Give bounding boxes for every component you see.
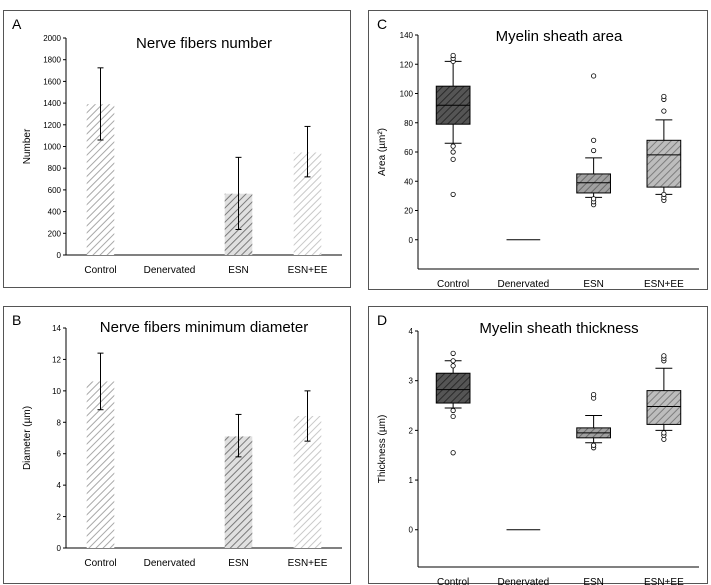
panel-d: D Myelin sheath thickness 0 1 2 3 4 Thickness (… [368, 306, 708, 585]
outlier-point [450, 191, 456, 198]
y-tick-label: 1 [409, 476, 414, 485]
box [435, 372, 471, 404]
y-axis-label: Area (µm²) [377, 128, 388, 176]
y-tick-label: 1400 [43, 99, 61, 108]
x-category-label: Denervated [144, 265, 196, 276]
y-tick-label: 2 [409, 426, 414, 435]
outlier-point [661, 353, 667, 359]
outlier-point [591, 196, 597, 202]
x-category-label: Control [437, 279, 469, 290]
x-category-label: Denervated [144, 558, 196, 569]
y-tick-label: 2000 [43, 34, 61, 43]
outlier-point [450, 450, 456, 456]
outlier-point [450, 363, 456, 369]
chart-title: Nerve fibers number [136, 35, 272, 52]
outlier-point [450, 350, 456, 356]
outlier-point [661, 108, 667, 114]
box [576, 173, 611, 194]
chart-title: Myelin sheath area [496, 28, 623, 45]
x-category-label: ESN+EE [288, 558, 328, 569]
y-tick-label: 120 [400, 60, 414, 69]
outlier-point [591, 137, 597, 143]
x-category-label: ESN [583, 279, 604, 290]
x-category-label: Denervated [498, 279, 550, 290]
y-tick-label: 60 [404, 148, 413, 157]
y-tick-label: 6 [57, 450, 62, 459]
y-tick-label: 0 [409, 236, 414, 245]
panel-c: C Myelin sheath area 0 20 40 60 80 100 120 140 Are… [368, 10, 708, 290]
y-tick-label: 20 [404, 207, 413, 216]
y-tick-label: 140 [400, 31, 414, 40]
y-tick-label: 3 [409, 377, 414, 386]
outlier-point [450, 52, 456, 59]
y-tick-label: 4 [409, 327, 414, 336]
y-tick-label: 12 [52, 355, 61, 364]
panel-label: A [12, 16, 22, 32]
outlier-point [450, 149, 456, 155]
y-tick-label: 2 [57, 513, 62, 522]
y-tick-label: 1000 [43, 143, 61, 152]
x-category-label: Denervated [498, 577, 550, 585]
chart-b: B Nerve fibers minimum diameter 0 2 4 6 8 10 12 1… [12, 312, 342, 569]
outlier-point [591, 73, 597, 79]
panel-a: A Nerve fibers number 0 200 400 600 800 1000 120… [3, 10, 351, 288]
box [646, 139, 682, 188]
y-axis-label: Diameter (µm) [22, 406, 33, 470]
y-axis-label: Thickness (µm) [377, 415, 388, 484]
x-category-label: ESN [583, 577, 604, 585]
outlier-point [450, 407, 456, 414]
x-category-label: ESN+EE [288, 265, 328, 276]
y-tick-label: 400 [48, 208, 62, 217]
y-tick-label: 40 [404, 177, 413, 186]
panel-label: B [12, 312, 21, 328]
chart-c: C Myelin sheath area 0 20 40 60 80 100 120 140 Are… [377, 16, 699, 290]
x-category-label: Control [84, 265, 116, 276]
y-tick-label: 100 [400, 90, 414, 99]
y-tick-label: 8 [57, 418, 62, 427]
y-tick-label: 1800 [43, 56, 61, 65]
y-tick-label: 10 [52, 387, 61, 396]
outlier-point [661, 93, 667, 100]
x-category-label: Control [437, 577, 469, 585]
y-axis-label: Number [22, 128, 33, 164]
x-category-label: Control [84, 558, 116, 569]
outlier-point [591, 147, 597, 154]
y-tick-label: 14 [52, 324, 61, 333]
y-tick-label: 600 [48, 186, 62, 195]
y-tick-label: 1600 [43, 77, 61, 86]
chart-a: A Nerve fibers number 0 200 400 600 800 1000 120… [12, 16, 342, 276]
outlier-point [450, 143, 456, 149]
x-category-label: ESN+EE [644, 279, 684, 290]
outlier-point [450, 358, 456, 364]
chart-title: Myelin sheath thickness [479, 320, 638, 337]
chart-d: D Myelin sheath thickness 0 1 2 3 4 Thickness (… [377, 312, 699, 585]
outlier-point [591, 442, 597, 448]
y-tick-label: 1200 [43, 121, 61, 130]
y-tick-label: 800 [48, 164, 62, 173]
x-category-label: ESN [228, 265, 249, 276]
y-tick-label: 4 [57, 481, 62, 490]
panel-b: B Nerve fibers minimum diameter 0 2 4 6 8 10 12 1… [3, 306, 351, 584]
panel-label: D [377, 312, 387, 328]
outlier-point [591, 391, 597, 398]
outlier-point [450, 156, 456, 162]
x-category-label: ESN [228, 558, 249, 569]
outlier-point [661, 191, 667, 198]
y-tick-label: 0 [57, 251, 62, 260]
y-tick-label: 200 [48, 229, 62, 238]
y-tick-label: 0 [57, 544, 62, 553]
outlier-point [450, 413, 456, 420]
box [646, 390, 682, 425]
x-category-label: ESN+EE [644, 577, 684, 585]
y-tick-label: 80 [404, 119, 413, 128]
y-tick-label: 0 [409, 526, 414, 535]
panel-label: C [377, 16, 387, 32]
chart-title: Nerve fibers minimum diameter [100, 319, 308, 336]
outlier-point [661, 430, 667, 436]
